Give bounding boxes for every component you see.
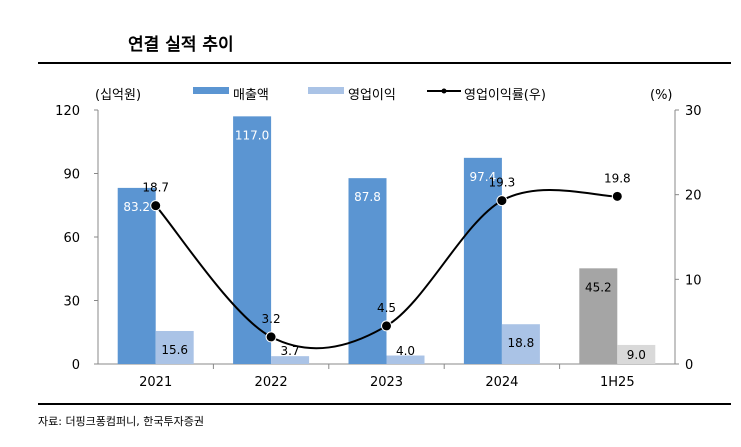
bar-label-operating-profit: 18.8 bbox=[508, 336, 535, 350]
bar-label-operating-profit: 4.0 bbox=[396, 344, 415, 358]
right-unit-label: (%) bbox=[650, 88, 673, 103]
right-tick-label: 30 bbox=[685, 104, 702, 119]
margin-label: 3.2 bbox=[262, 312, 281, 326]
chart-title: 연결 실적 추이 bbox=[128, 35, 234, 55]
right-tick-label: 10 bbox=[685, 273, 702, 288]
right-tick-label: 20 bbox=[685, 189, 702, 204]
bar-operating-profit bbox=[617, 344, 656, 364]
left-tick-label: 30 bbox=[63, 295, 80, 310]
bar-revenue bbox=[117, 187, 156, 364]
x-tick-label: 2023 bbox=[370, 375, 403, 390]
margin-label: 19.8 bbox=[604, 171, 631, 185]
x-tick-label: 2024 bbox=[485, 375, 518, 390]
bar-revenue bbox=[579, 268, 618, 364]
legend-label-revenue: 매출액 bbox=[233, 88, 269, 103]
bar-label-operating-profit: 3.7 bbox=[281, 344, 300, 358]
bar-label-revenue: 83.2 bbox=[123, 200, 150, 214]
margin-point bbox=[265, 331, 277, 343]
legend-label-op: 영업이익 bbox=[348, 88, 396, 103]
margin-point bbox=[150, 200, 162, 212]
bar-revenue bbox=[463, 157, 502, 364]
bar-operating-profit bbox=[155, 330, 194, 364]
x-tick-label: 2021 bbox=[139, 375, 172, 390]
bar-revenue bbox=[348, 178, 387, 364]
margin-label: 18.7 bbox=[142, 181, 169, 195]
margin-point bbox=[381, 320, 392, 332]
margin-label: 19.3 bbox=[489, 176, 516, 190]
legend: 매출액 영업이익 영업이익률(우) bbox=[193, 87, 546, 103]
bar-operating-profit bbox=[271, 356, 310, 364]
x-tick-label: 2022 bbox=[255, 375, 288, 390]
left-tick-label: 60 bbox=[63, 231, 80, 246]
margin-point bbox=[611, 190, 623, 202]
bar-label-revenue: 87.8 bbox=[354, 190, 381, 204]
left-tick-label: 0 bbox=[72, 358, 80, 373]
bar-label-revenue: 45.2 bbox=[585, 280, 612, 294]
bar-label-operating-profit: 15.6 bbox=[161, 343, 188, 357]
left-tick-label: 90 bbox=[63, 168, 80, 183]
left-unit-label: (십억원) bbox=[95, 88, 141, 103]
bar-operating-profit bbox=[386, 355, 425, 364]
margin-label: 4.5 bbox=[377, 301, 396, 315]
bar-label-revenue: 97.4 bbox=[470, 170, 497, 184]
right-tick-label: 0 bbox=[685, 358, 693, 373]
source-note: 자료: 더핑크퐁컴퍼니, 한국투자증권 bbox=[38, 415, 204, 428]
legend-marker bbox=[441, 88, 447, 94]
legend-label-margin: 영업이익률(우) bbox=[464, 88, 546, 103]
margin-point bbox=[496, 195, 508, 207]
bar-revenue bbox=[233, 116, 272, 364]
bar-label-operating-profit: 9.0 bbox=[627, 348, 646, 362]
legend-swatch-op bbox=[308, 87, 344, 94]
bar-operating-profit bbox=[501, 324, 540, 364]
x-tick-label: 1H25 bbox=[600, 375, 635, 390]
left-tick-label: 120 bbox=[55, 104, 80, 119]
legend-swatch-revenue bbox=[193, 87, 229, 94]
bar-label-revenue: 117.0 bbox=[235, 128, 269, 142]
